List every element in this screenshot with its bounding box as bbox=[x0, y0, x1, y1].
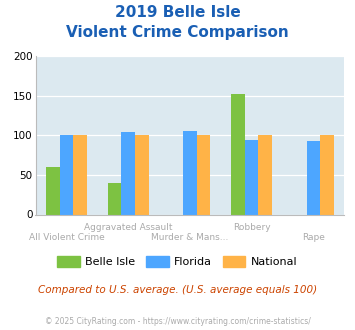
Bar bbox=[108, 183, 121, 214]
Bar bbox=[258, 135, 272, 214]
Bar bbox=[121, 132, 135, 214]
Bar bbox=[73, 135, 87, 214]
Text: Robbery: Robbery bbox=[233, 223, 271, 232]
Bar bbox=[245, 140, 258, 214]
Bar bbox=[197, 135, 210, 214]
Legend: Belle Isle, Florida, National: Belle Isle, Florida, National bbox=[53, 251, 302, 272]
Bar bbox=[231, 94, 245, 214]
Bar bbox=[183, 131, 197, 214]
Text: Compared to U.S. average. (U.S. average equals 100): Compared to U.S. average. (U.S. average … bbox=[38, 285, 317, 295]
Text: Aggravated Assault: Aggravated Assault bbox=[84, 223, 173, 232]
Text: Murder & Mans...: Murder & Mans... bbox=[151, 233, 229, 242]
Text: Rape: Rape bbox=[302, 233, 325, 242]
Bar bbox=[46, 167, 60, 214]
Text: 2019 Belle Isle: 2019 Belle Isle bbox=[115, 5, 240, 20]
Bar bbox=[135, 135, 148, 214]
Bar bbox=[60, 135, 73, 214]
Text: Violent Crime Comparison: Violent Crime Comparison bbox=[66, 25, 289, 40]
Bar bbox=[320, 135, 334, 214]
Bar bbox=[307, 141, 320, 214]
Text: All Violent Crime: All Violent Crime bbox=[28, 233, 104, 242]
Text: © 2025 CityRating.com - https://www.cityrating.com/crime-statistics/: © 2025 CityRating.com - https://www.city… bbox=[45, 317, 310, 326]
